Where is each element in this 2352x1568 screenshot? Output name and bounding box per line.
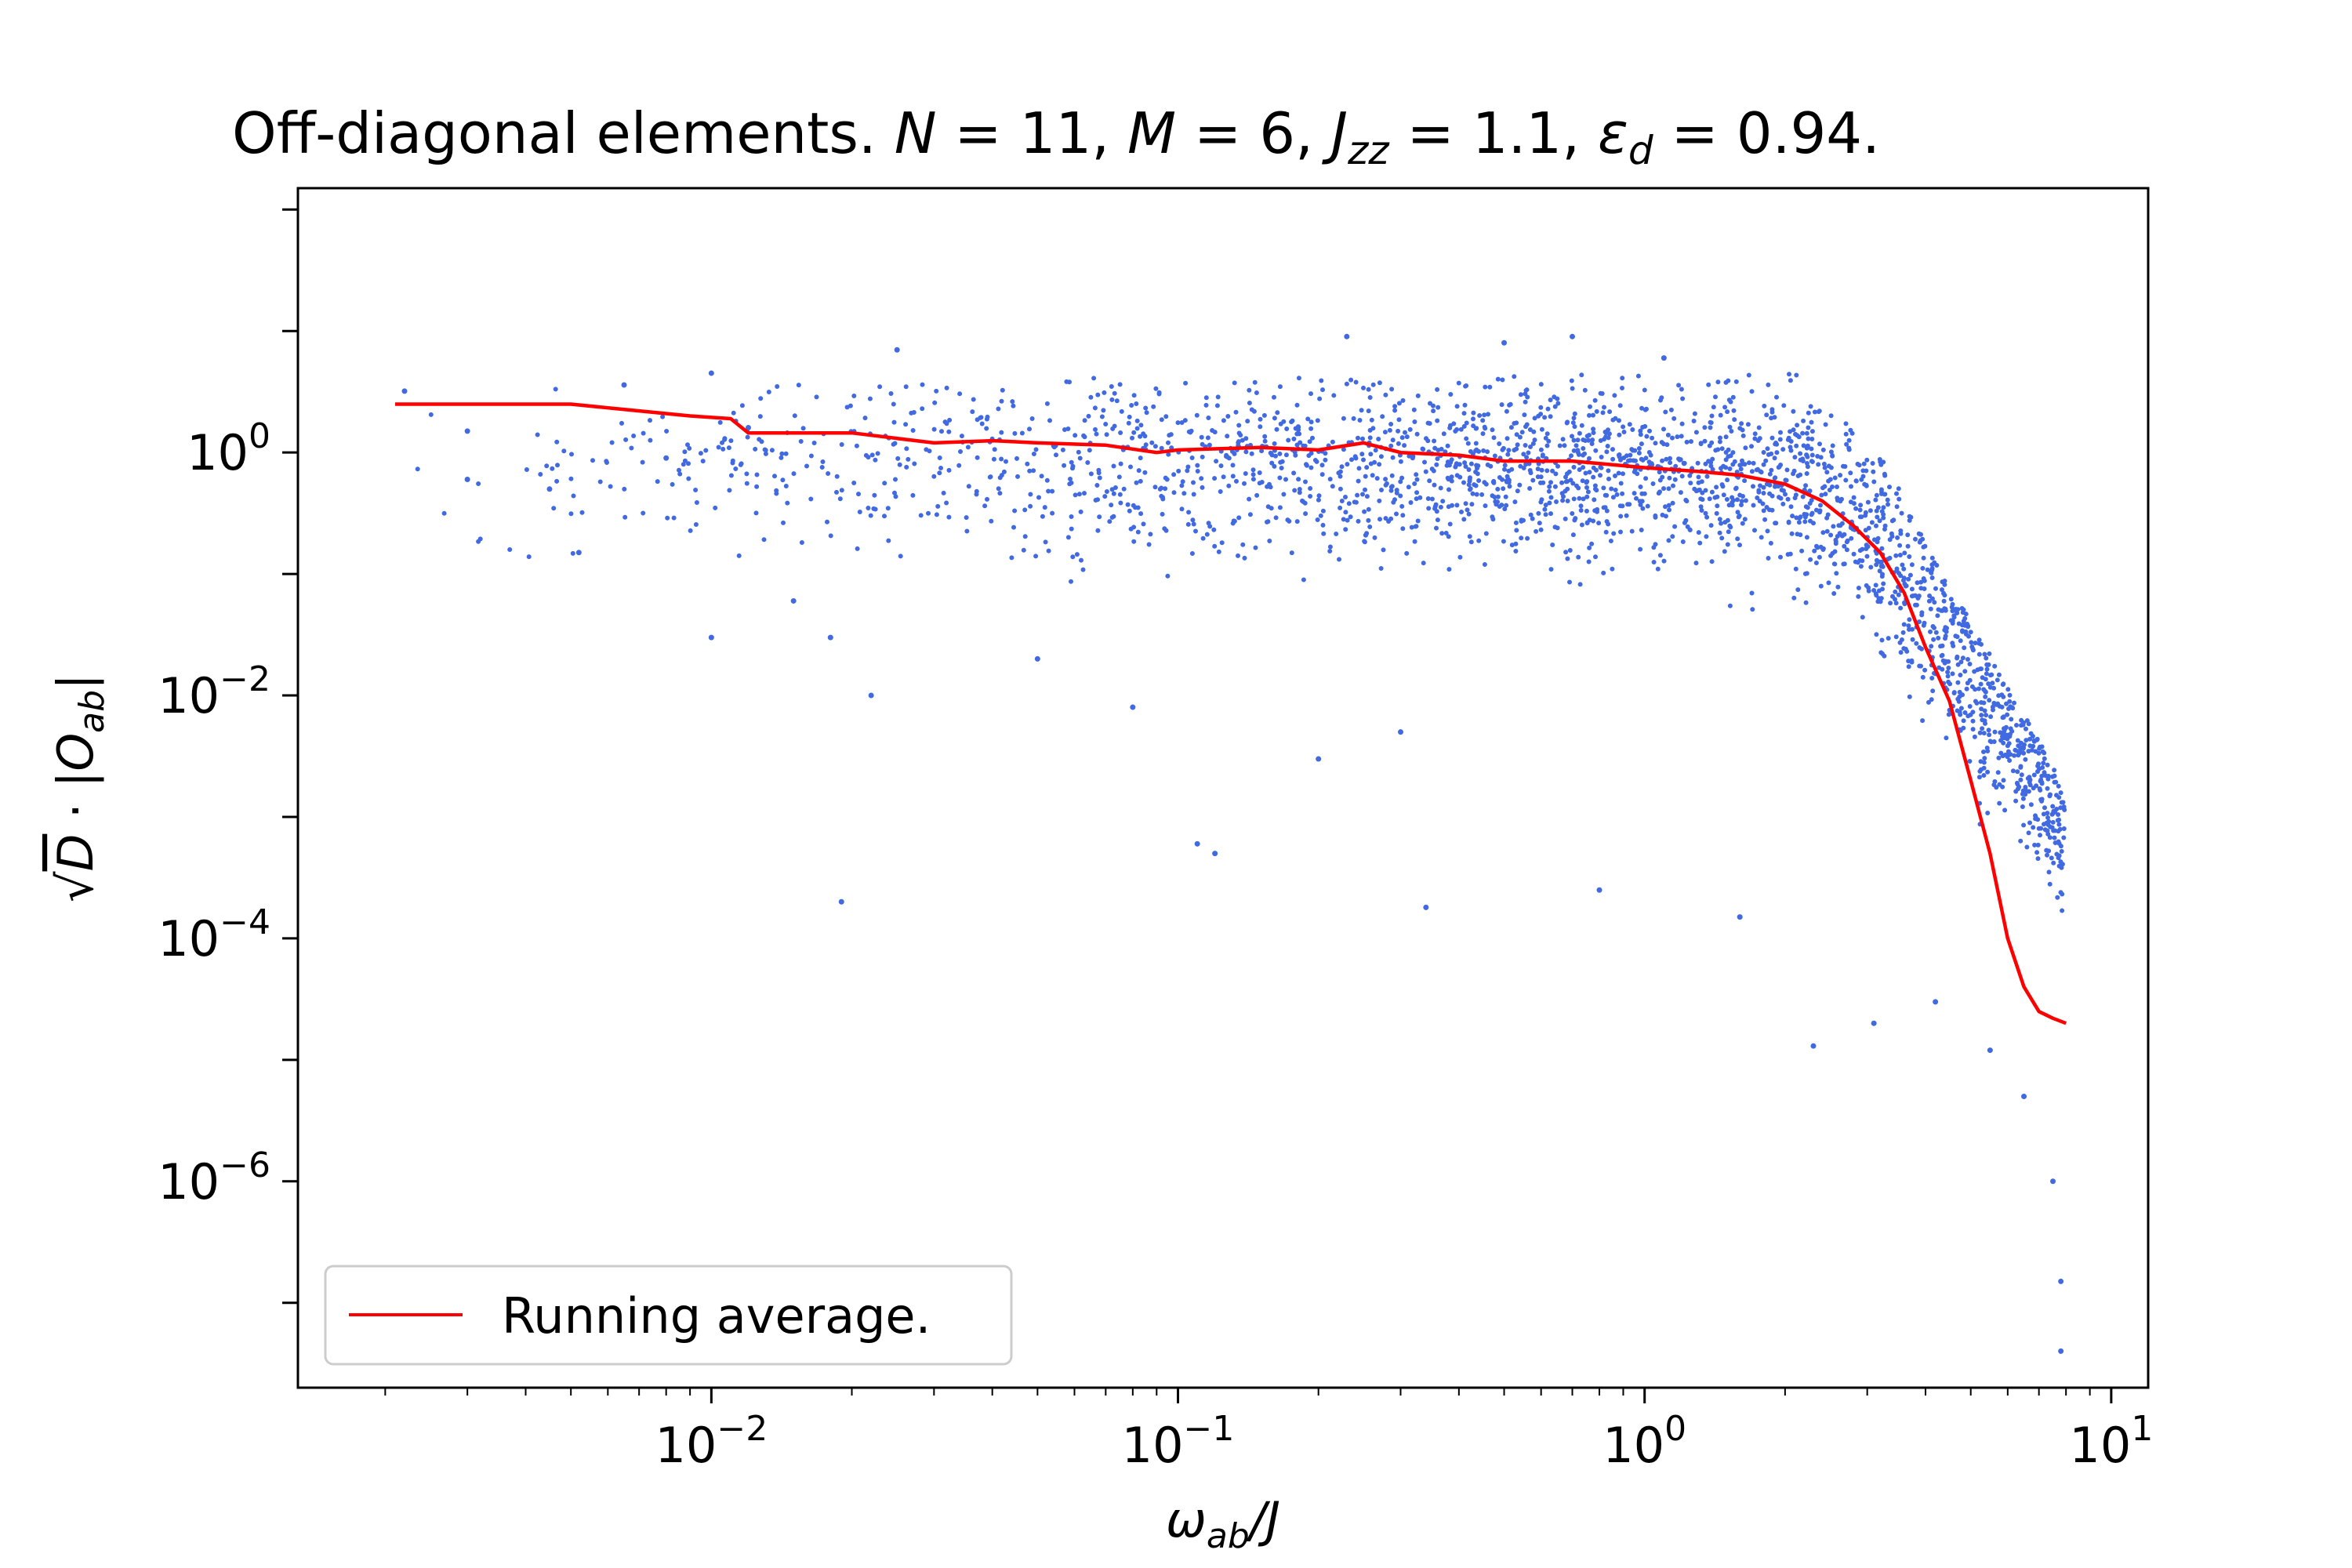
scatter-point: [708, 634, 714, 641]
scatter-point: [1316, 756, 1322, 762]
scatter-point: [894, 347, 900, 353]
scatter-point: [663, 455, 670, 461]
scatter-point: [1130, 704, 1136, 710]
plot-frame: [296, 187, 2150, 1389]
scatter-point: [2021, 1093, 2027, 1099]
scatter-point: [1397, 729, 1403, 735]
scatter-point: [1810, 1043, 1817, 1049]
scatter-point: [1987, 1047, 1993, 1054]
scatter-point: [575, 550, 582, 556]
scatter-point: [838, 898, 844, 905]
scatter-point: [1661, 355, 1667, 361]
scatter-point: [464, 477, 470, 483]
scatter-cloud: [415, 372, 2067, 913]
scatter-point: [2058, 1278, 2064, 1284]
scatter-point: [1570, 333, 1576, 339]
scatter-point: [1737, 914, 1743, 920]
y-tick-label: 100: [187, 416, 270, 481]
legend-label: Running average.: [502, 1287, 931, 1345]
scatter-point: [1501, 339, 1508, 346]
x-axis-label: ωab/J: [1166, 1491, 1280, 1556]
scatter-point: [1933, 999, 1939, 1005]
scatter-point: [1212, 851, 1218, 857]
scatter-point: [2058, 1348, 2064, 1354]
scatter-point: [1423, 904, 1429, 910]
scatter-point: [401, 388, 408, 394]
scatter-point: [2050, 1178, 2056, 1185]
x-tick-label: 10−1: [1122, 1409, 1235, 1474]
chart-title: Off-diagonal elements. N = 11, M = 6, Jz…: [232, 100, 1880, 173]
scatter-point: [868, 692, 874, 699]
y-axis-ticks: 10−6 10−4 10−2 100: [158, 208, 298, 1305]
scatter-point: [745, 425, 751, 431]
y-tick-label: 10−6: [158, 1145, 270, 1210]
running-average-series: [395, 402, 2067, 1025]
y-axis-label: √D · |Oab|: [47, 673, 112, 902]
legend: Running average.: [324, 1265, 1013, 1366]
scatter-point: [708, 370, 714, 376]
y-tick-label: 10−4: [158, 902, 270, 967]
scatter-point: [1344, 333, 1350, 339]
scatter-point: [1194, 840, 1200, 847]
scatter-point: [464, 428, 470, 434]
scatter-point: [621, 382, 627, 388]
scatter-point: [1596, 887, 1602, 893]
scatter-point: [1034, 655, 1040, 662]
x-axis-ticks: 10−2 10−1 100 101: [384, 1388, 2153, 1474]
legend-box: [324, 1265, 1013, 1366]
scatter-point: [827, 634, 833, 641]
x-tick-label: 100: [1602, 1409, 1686, 1474]
y-tick-label: 10−2: [158, 659, 270, 724]
scatter-point: [790, 597, 797, 604]
scatter-point: [1871, 1020, 1877, 1026]
scatter-point: [546, 486, 553, 492]
running-average-line: [395, 402, 2067, 1025]
scatter-points: [401, 333, 2067, 1354]
x-tick-label: 101: [2069, 1409, 2153, 1474]
x-tick-label: 10−2: [655, 1409, 768, 1474]
